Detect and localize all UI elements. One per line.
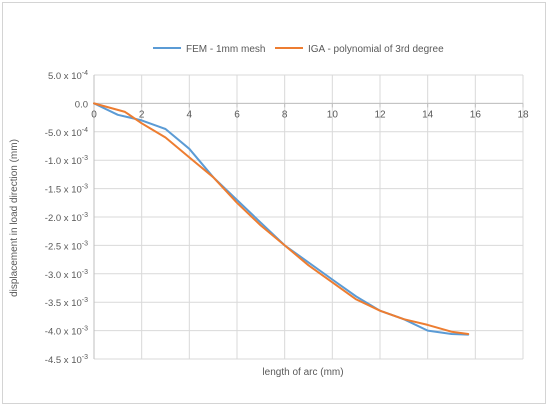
x-tick-label: 12	[374, 109, 386, 120]
y-tick-label: -1.5 x 10-3	[45, 184, 88, 196]
x-tick-label: 2	[139, 109, 145, 120]
y-tick-label: -2.5 x 10-3	[45, 240, 88, 252]
x-tick-label: 16	[470, 109, 482, 120]
x-tick-label: 0	[91, 109, 97, 120]
y-axis-title: displacement in load direction (mm)	[9, 139, 20, 297]
series-line-1	[93, 102, 470, 336]
line-chart: 0 2 4 6 8 10 12 14 16 18 5.0 x 10-4 0.0 -5.0 x 10-4 -…	[9, 44, 529, 378]
x-tick-label: 8	[282, 109, 288, 120]
gridlines	[93, 74, 524, 360]
y-tick-label: 0.0	[75, 99, 88, 110]
tick-labels: 0 2 4 6 8 10 12 14 16 18 5.0 x 10-4 0.0 -5.0 x 10-4 -…	[45, 70, 529, 366]
axes	[93, 75, 524, 359]
y-tick-label: 5.0 x 10-4	[48, 70, 88, 82]
y-tick-label: -5.0 x 10-4	[45, 127, 88, 139]
series-line-2	[93, 102, 470, 335]
y-tick-label: -3.5 x 10-3	[45, 297, 88, 309]
y-tick-label: -2.0 x 10-3	[45, 212, 88, 224]
chart-frame: 0 2 4 6 8 10 12 14 16 18 5.0 x 10-4 0.0 -5.0 x 10-4 -…	[2, 2, 546, 404]
y-tick-label: -4.5 x 10-3	[45, 354, 88, 366]
y-tick-label: -3.0 x 10-3	[45, 269, 88, 281]
data-series	[93, 102, 470, 336]
legend: FEM - 1mm mesh IGA - polynomial of 3rd de…	[153, 44, 444, 55]
x-tick-label: 18	[517, 109, 529, 120]
y-tick-label: -1.0 x 10-3	[45, 155, 88, 167]
x-tick-label: 6	[234, 109, 240, 120]
y-tick-label: -4.0 x 10-3	[45, 326, 88, 338]
x-tick-label: 10	[327, 109, 339, 120]
x-tick-label: 14	[422, 109, 434, 120]
legend-label-2: IGA - polynomial of 3rd degree	[308, 44, 444, 55]
x-axis-title: length of arc (mm)	[262, 367, 343, 378]
x-tick-label: 4	[187, 109, 193, 120]
legend-label-1: FEM - 1mm mesh	[186, 44, 265, 55]
